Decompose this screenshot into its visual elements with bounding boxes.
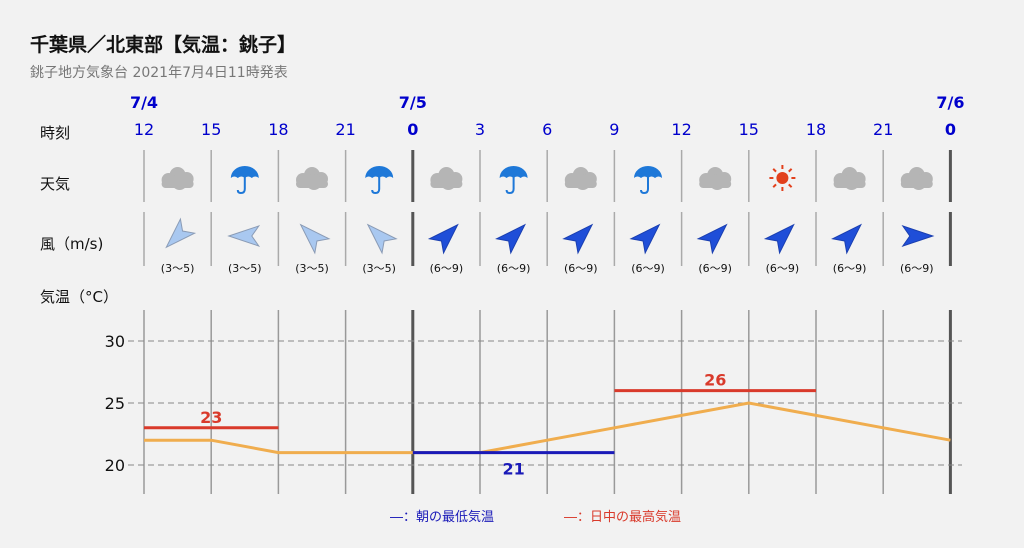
y-tick-label: 20 bbox=[105, 456, 125, 475]
hour-label: 15 bbox=[201, 120, 221, 139]
wind-speed-label: (6〜9) bbox=[631, 262, 665, 275]
umbrella-icon bbox=[499, 166, 528, 195]
issued-subtitle: 銚子地方気象台 2021年7月4日11時発表 bbox=[30, 65, 288, 81]
cloud-icon bbox=[699, 167, 732, 190]
y-tick-label: 30 bbox=[105, 332, 125, 351]
wind-speed-label: (6〜9) bbox=[766, 262, 800, 275]
legend-max: ―：日中の最高気温 bbox=[564, 509, 681, 525]
wind-arrow-icon bbox=[495, 223, 527, 255]
row-label-time: 時刻 bbox=[40, 124, 70, 142]
wind-speed-label: (3〜5) bbox=[295, 262, 329, 275]
hour-label: 12 bbox=[671, 120, 691, 139]
wind-arrow-icon bbox=[227, 225, 261, 247]
hour-label: 6 bbox=[542, 120, 552, 139]
wind-speed-label: (3〜5) bbox=[362, 262, 396, 275]
wind-arrow-icon bbox=[763, 223, 795, 255]
date-label: 7/4 bbox=[130, 93, 158, 112]
row-label-wind: 風（m/s) bbox=[40, 235, 103, 253]
sun-icon bbox=[769, 165, 796, 191]
cloud-icon bbox=[161, 167, 194, 190]
wind-speed-label: (6〜9) bbox=[698, 262, 732, 275]
umbrella-icon bbox=[634, 166, 662, 195]
hour-label: 21 bbox=[335, 120, 355, 139]
wind-speed-label: (6〜9) bbox=[497, 262, 531, 275]
max-temp-label: 23 bbox=[200, 408, 222, 427]
wind-speed-label: (6〜9) bbox=[564, 262, 598, 275]
umbrella-icon bbox=[365, 166, 394, 195]
hour-label: 3 bbox=[475, 120, 485, 139]
cloud-icon bbox=[900, 167, 933, 190]
hour-label: 21 bbox=[873, 120, 893, 139]
cloud-icon bbox=[296, 167, 328, 190]
date-label: 7/6 bbox=[936, 93, 964, 112]
min-temp-label: 21 bbox=[502, 460, 524, 479]
hour-label: 0 bbox=[407, 120, 418, 139]
hour-label: 15 bbox=[739, 120, 759, 139]
wind-arrow-icon bbox=[629, 223, 661, 255]
cloud-icon bbox=[564, 167, 597, 190]
wind-arrow-icon bbox=[165, 217, 197, 249]
date-label: 7/5 bbox=[399, 93, 427, 112]
y-tick-label: 25 bbox=[105, 394, 125, 413]
hour-label: 12 bbox=[134, 120, 154, 139]
wind-arrow-icon bbox=[562, 223, 594, 255]
wind-speed-label: (6〜9) bbox=[430, 262, 464, 275]
hour-label: 9 bbox=[609, 120, 619, 139]
wind-arrow-icon bbox=[366, 223, 398, 255]
temperature-series-line bbox=[144, 401, 951, 455]
hour-label: 18 bbox=[806, 120, 826, 139]
hour-label: 18 bbox=[268, 120, 288, 139]
wind-arrow-icon bbox=[831, 223, 863, 255]
wind-arrow-icon bbox=[901, 225, 935, 247]
wind-speed-label: (3〜5) bbox=[228, 262, 262, 275]
wind-speed-label: (6〜9) bbox=[833, 262, 867, 275]
page-title: 千葉県／北東部【気温：銚子】 bbox=[30, 34, 297, 56]
max-temp-label: 26 bbox=[704, 371, 726, 390]
legend-min: ―：朝の最低気温 bbox=[390, 509, 494, 525]
row-label-weather: 天気 bbox=[40, 175, 70, 193]
cloud-icon bbox=[430, 167, 463, 190]
wind-arrow-icon bbox=[427, 223, 459, 255]
wind-arrow-icon bbox=[696, 223, 728, 255]
hour-label: 0 bbox=[945, 120, 956, 139]
wind-arrow-icon bbox=[299, 223, 331, 255]
wind-speed-label: (6〜9) bbox=[900, 262, 934, 275]
umbrella-icon bbox=[230, 166, 259, 195]
wind-speed-label: (3〜5) bbox=[161, 262, 195, 275]
cloud-icon bbox=[833, 167, 866, 190]
row-label-temp: 気温（°C） bbox=[40, 288, 118, 306]
